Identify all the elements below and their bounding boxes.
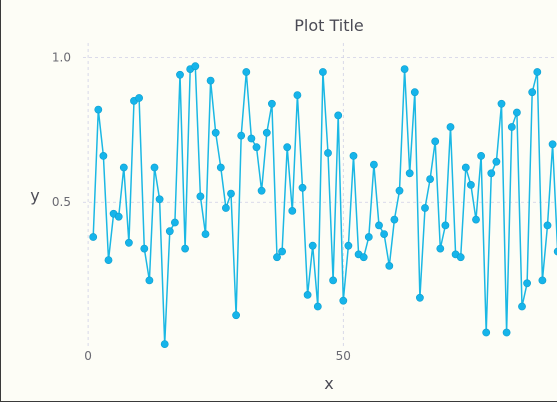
tick-labels: 0.5 1.0 0 50 (52, 50, 351, 363)
data-point (140, 244, 149, 253)
data-point (262, 128, 271, 137)
data-point (431, 137, 440, 146)
data-point (99, 151, 108, 160)
data-point (364, 233, 373, 241)
data-point (349, 151, 358, 160)
series-points (89, 62, 557, 348)
data-point (160, 340, 169, 348)
data-point (375, 221, 383, 230)
data-point (242, 68, 251, 76)
data-point (497, 99, 506, 108)
data-point (461, 163, 470, 172)
data-point (288, 206, 297, 215)
data-point (421, 204, 429, 212)
data-point (252, 143, 261, 152)
data-point (441, 221, 450, 230)
data-point (344, 241, 353, 250)
data-point (334, 111, 343, 120)
data-point (221, 204, 230, 212)
data-point (359, 253, 368, 262)
x-tick-label: 50 (336, 349, 351, 363)
data-point (273, 253, 281, 262)
data-point (293, 91, 302, 99)
data-point (487, 169, 496, 178)
data-point (165, 227, 174, 236)
series-line (92, 65, 557, 345)
data-point (456, 253, 465, 262)
data-point (369, 160, 378, 169)
data-point (283, 143, 292, 152)
data-point (145, 276, 154, 285)
data-point (303, 290, 312, 299)
data-point (415, 293, 424, 302)
data-point (400, 65, 409, 73)
data-point (410, 88, 419, 97)
data-point (426, 175, 434, 183)
data-point (89, 233, 98, 241)
data-point (125, 238, 133, 247)
data-point (247, 134, 256, 143)
data-point (114, 212, 123, 221)
data-point (502, 328, 511, 337)
data-point (329, 276, 337, 285)
data-point (94, 105, 103, 114)
data-point (446, 123, 455, 131)
data-point (528, 88, 537, 97)
data-point (507, 123, 516, 131)
data-point (119, 163, 128, 172)
data-point (548, 140, 557, 149)
data-point (211, 128, 220, 137)
data-point (216, 163, 225, 172)
data-point (196, 192, 205, 201)
data-point (339, 296, 348, 305)
data-point (380, 230, 388, 238)
data-point (395, 186, 404, 195)
data-point (267, 99, 276, 108)
data-point (492, 157, 501, 166)
data-point (543, 221, 552, 230)
data-point (104, 256, 113, 264)
data-point (518, 302, 526, 311)
data-point (278, 247, 286, 256)
data-point (318, 68, 327, 76)
data-point (201, 230, 210, 238)
data-point (324, 149, 332, 157)
data-point (538, 276, 547, 285)
data-point (533, 68, 542, 76)
data-point (405, 169, 414, 178)
data-point (150, 163, 159, 172)
data-point (257, 186, 266, 195)
data-point (472, 215, 480, 224)
data-point (436, 244, 445, 253)
data-point (298, 183, 307, 192)
data-point (155, 195, 164, 204)
data-point (523, 279, 531, 288)
data-point (390, 215, 399, 224)
data-point (466, 180, 475, 189)
data-point (170, 218, 179, 227)
y-tick-label: 1.0 (52, 50, 71, 64)
data-point (181, 244, 189, 253)
data-point (385, 261, 394, 270)
x-tick-label: 0 (84, 349, 92, 363)
data-point (206, 76, 215, 85)
data-point (232, 311, 240, 320)
data-point (237, 131, 246, 140)
y-tick-label: 0.5 (52, 195, 71, 209)
y-axis-label: y (30, 186, 39, 205)
data-point (553, 247, 557, 256)
data-point (191, 62, 200, 71)
data-point (313, 302, 322, 311)
x-axis-label: x (324, 374, 333, 393)
data-point (135, 94, 143, 102)
data-point (227, 189, 235, 198)
data-point (308, 241, 317, 250)
data-point (176, 70, 184, 79)
data-point (477, 151, 485, 160)
data-point (513, 108, 521, 117)
chart-title: Plot Title (294, 16, 364, 35)
data-point (482, 328, 491, 337)
